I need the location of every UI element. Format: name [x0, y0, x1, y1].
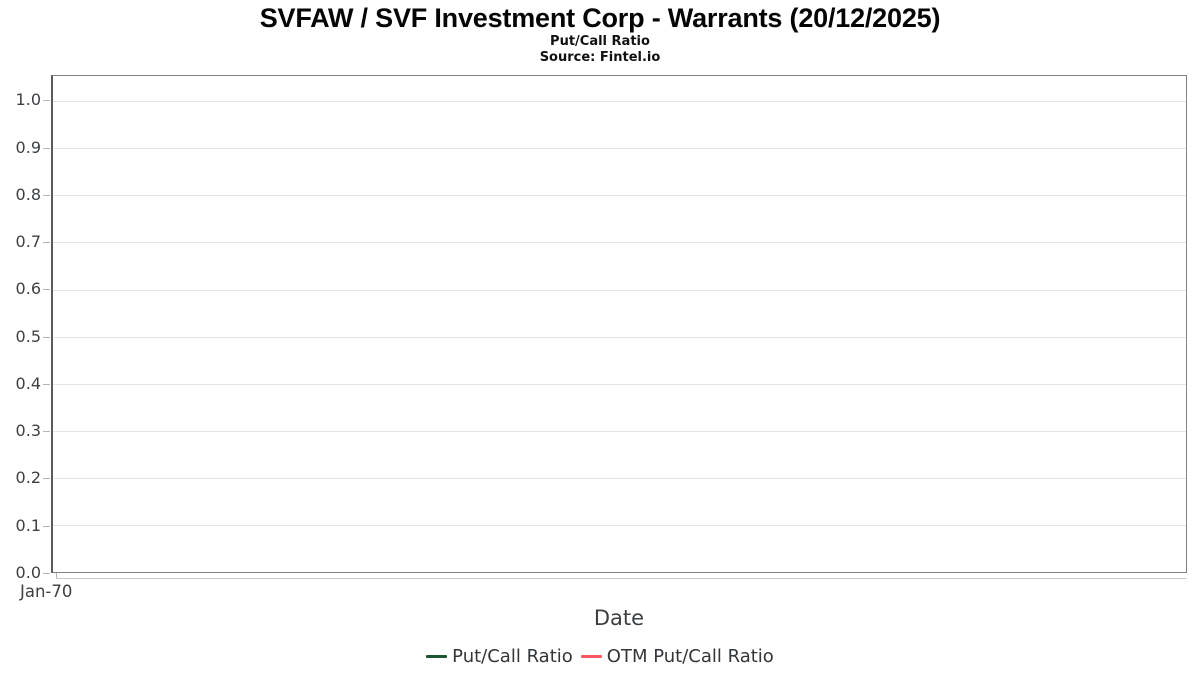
y-tick-mark	[43, 478, 50, 480]
chart-legend: Put/Call Ratio OTM Put/Call Ratio	[0, 646, 1200, 668]
gridline	[53, 524, 1186, 526]
legend-label: OTM Put/Call Ratio	[606, 646, 774, 667]
legend-item: OTM Put/Call Ratio	[580, 646, 774, 668]
chart-subtitle: Put/Call Ratio	[550, 34, 650, 49]
y-axis-labels: 0.0 0.1 0.2 0.3 0.4 0.5 0.6 0.7 0.8 0.9 1.0	[0, 75, 41, 581]
y-tick-mark	[43, 525, 50, 527]
gridline	[53, 430, 1186, 432]
y-tick-label: 0.8	[15, 184, 41, 204]
plot-area	[51, 75, 1187, 573]
y-tick-label: 0.9	[15, 137, 41, 157]
y-tick-label: 0.4	[15, 373, 41, 393]
legend-line-swatch	[426, 655, 448, 659]
y-tick-label: 0.7	[15, 232, 41, 252]
gridline	[53, 195, 1186, 197]
gridline	[53, 383, 1186, 385]
gridline	[53, 336, 1186, 338]
gridline	[53, 289, 1186, 291]
gridline	[53, 148, 1186, 150]
y-tick-mark	[43, 383, 50, 385]
x-tick-label: Jan-70	[20, 582, 73, 601]
y-tick-label: 0.2	[15, 468, 41, 488]
y-tick-mark	[43, 147, 50, 149]
y-tick-mark	[43, 336, 50, 338]
gridline	[53, 242, 1186, 244]
legend-item: Put/Call Ratio	[426, 646, 573, 668]
y-tick-label: 0.3	[15, 421, 41, 441]
y-tick-label: 0.6	[15, 279, 41, 299]
legend-label: Put/Call Ratio	[452, 646, 573, 667]
x-tick-mark	[56, 573, 57, 578]
y-tick-label: 0.1	[15, 515, 41, 535]
y-tick-mark	[43, 289, 50, 291]
x-axis-line	[56, 578, 1187, 579]
gridline	[53, 101, 1186, 103]
chart-title: SVFAW / SVF Investment Corp - Warrants (…	[259, 3, 941, 33]
y-tick-mark	[43, 431, 50, 433]
y-tick-label: 0.0	[15, 563, 41, 582]
x-axis-title: Date	[593, 606, 645, 630]
y-tick-mark	[43, 194, 50, 196]
legend-line-swatch	[580, 655, 602, 659]
y-tick-label: 0.5	[15, 326, 41, 346]
gridline	[53, 477, 1186, 479]
y-tick-mark	[43, 242, 50, 244]
y-axis-ticks	[43, 75, 50, 574]
chart-source-credit: Source: Fintel.io	[539, 50, 661, 65]
y-tick-label: 1.0	[15, 90, 41, 110]
y-tick-mark	[43, 573, 50, 574]
y-tick-mark	[43, 100, 50, 102]
